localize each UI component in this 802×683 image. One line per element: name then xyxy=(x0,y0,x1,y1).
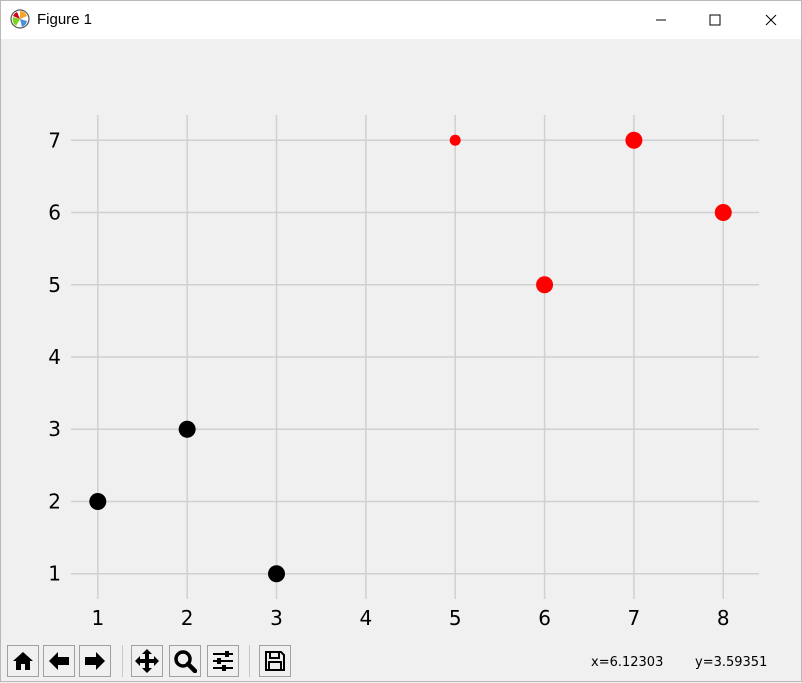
back-button[interactable] xyxy=(43,645,75,677)
scatter-point xyxy=(178,420,196,438)
forward-button[interactable] xyxy=(79,645,111,677)
x-tick-label: 7 xyxy=(628,606,641,630)
window-title: Figure 1 xyxy=(37,11,93,28)
forward-icon xyxy=(85,652,105,670)
scatter-point xyxy=(536,276,554,294)
y-tick-label: 2 xyxy=(48,489,61,513)
matplotlib-icon[interactable] xyxy=(10,9,30,29)
scatter-point xyxy=(89,492,107,510)
x-tick-label: 8 xyxy=(717,606,730,630)
y-tick-label: 3 xyxy=(48,417,61,441)
x-tick-label: 1 xyxy=(91,606,104,630)
x-tick-label: 5 xyxy=(449,606,462,630)
scatter-point xyxy=(449,134,461,146)
minimize-icon xyxy=(656,19,666,21)
maximize-icon xyxy=(709,14,721,26)
pan-icon xyxy=(135,649,159,673)
x-tick-label: 2 xyxy=(181,606,194,630)
scatter-point xyxy=(625,131,643,149)
toolbar-separator xyxy=(249,645,250,677)
configure-subplots-icon xyxy=(213,651,233,671)
zoom-button[interactable] xyxy=(169,645,201,677)
minimize-button[interactable] xyxy=(631,1,691,39)
y-tick-label: 5 xyxy=(48,273,61,297)
home-icon xyxy=(13,652,33,670)
maximize-button[interactable] xyxy=(685,1,745,39)
y-tick-label: 1 xyxy=(48,562,61,586)
x-coordinate-readout: x=6.12303 xyxy=(591,655,664,670)
y-tick-label: 6 xyxy=(48,201,61,225)
x-tick-label: 4 xyxy=(359,606,372,630)
y-coordinate-readout: y=3.59351 xyxy=(695,655,768,670)
toolbar-separator xyxy=(122,645,123,677)
save-button[interactable] xyxy=(259,645,291,677)
configure-subplots-button[interactable] xyxy=(207,645,239,677)
save-icon xyxy=(265,651,285,671)
home-button[interactable] xyxy=(7,645,39,677)
close-icon xyxy=(765,14,777,26)
y-tick-label: 7 xyxy=(48,128,61,152)
x-tick-label: 6 xyxy=(538,606,551,630)
back-icon xyxy=(49,652,69,670)
x-tick-label: 3 xyxy=(270,606,283,630)
pan-button[interactable] xyxy=(131,645,163,677)
scatter-point xyxy=(714,204,732,222)
y-tick-label: 4 xyxy=(48,345,61,369)
scatter-plot-canvas[interactable]: 1 2 3 4 5 6 7 8 1 2 3 4 5 6 7 xyxy=(1,41,801,641)
title-bar: Figure 1 xyxy=(1,1,801,39)
close-button[interactable] xyxy=(741,1,801,39)
zoom-icon xyxy=(174,650,197,673)
navigation-toolbar xyxy=(1,641,801,683)
scatter-point xyxy=(268,565,286,583)
